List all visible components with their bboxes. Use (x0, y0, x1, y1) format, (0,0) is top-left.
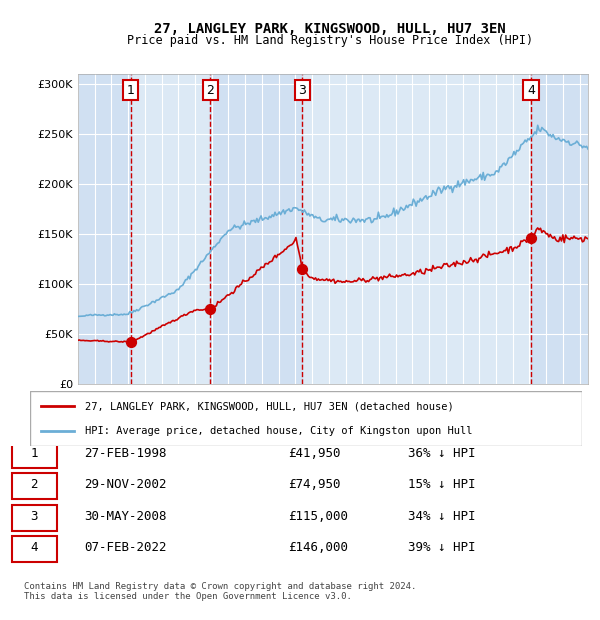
FancyBboxPatch shape (30, 391, 582, 446)
Text: 29-NOV-2002: 29-NOV-2002 (84, 479, 167, 492)
Bar (211, 74, 302, 384)
Text: 1: 1 (127, 84, 134, 97)
FancyBboxPatch shape (12, 505, 57, 531)
Text: 1: 1 (31, 447, 38, 460)
Text: 30-MAY-2008: 30-MAY-2008 (84, 510, 167, 523)
Text: 4: 4 (527, 84, 535, 97)
Text: £146,000: £146,000 (288, 541, 348, 554)
Text: 07-FEB-2022: 07-FEB-2022 (84, 541, 167, 554)
Text: 15% ↓ HPI: 15% ↓ HPI (408, 479, 476, 492)
Text: Contains HM Land Registry data © Crown copyright and database right 2024.
This d: Contains HM Land Registry data © Crown c… (24, 582, 416, 601)
Text: 34% ↓ HPI: 34% ↓ HPI (408, 510, 476, 523)
Text: 4: 4 (31, 541, 38, 554)
FancyBboxPatch shape (12, 536, 57, 562)
Text: 36% ↓ HPI: 36% ↓ HPI (408, 447, 476, 460)
Point (126, 337, 136, 347)
Text: 27-FEB-1998: 27-FEB-1998 (84, 447, 167, 460)
Text: HPI: Average price, detached house, City of Kingston upon Hull: HPI: Average price, detached house, City… (85, 426, 473, 436)
Point (298, 265, 307, 275)
Text: 3: 3 (31, 510, 38, 523)
Text: Price paid vs. HM Land Registry's House Price Index (HPI): Price paid vs. HM Land Registry's House … (127, 34, 533, 47)
Text: £115,000: £115,000 (288, 510, 348, 523)
Text: £74,950: £74,950 (288, 479, 341, 492)
Text: 2: 2 (206, 84, 214, 97)
Text: 27, LANGLEY PARK, KINGSWOOD, HULL, HU7 3EN: 27, LANGLEY PARK, KINGSWOOD, HULL, HU7 3… (154, 22, 506, 36)
Text: £41,950: £41,950 (288, 447, 341, 460)
Text: 27, LANGLEY PARK, KINGSWOOD, HULL, HU7 3EN (detached house): 27, LANGLEY PARK, KINGSWOOD, HULL, HU7 3… (85, 401, 454, 411)
Text: 2: 2 (31, 479, 38, 492)
Point (206, 304, 215, 314)
Bar (531, 74, 588, 384)
FancyBboxPatch shape (12, 474, 57, 499)
Text: 3: 3 (298, 84, 307, 97)
Text: 39% ↓ HPI: 39% ↓ HPI (408, 541, 476, 554)
FancyBboxPatch shape (12, 442, 57, 467)
Bar (78, 74, 131, 384)
Point (526, 234, 536, 244)
